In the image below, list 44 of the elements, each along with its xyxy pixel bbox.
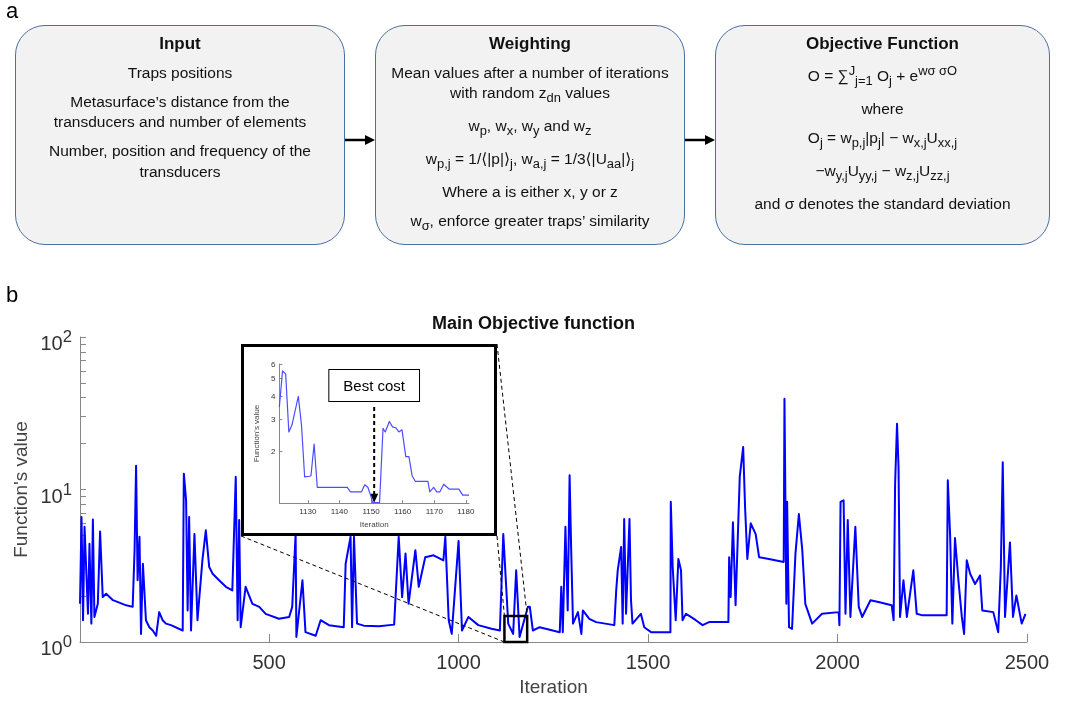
text: Input <box>158 34 202 54</box>
x-tick-label: 1500 <box>625 651 671 673</box>
x-tick-label: 1000 <box>436 651 481 673</box>
line-series <box>79 397 1027 638</box>
annotation: Best cost <box>343 377 406 394</box>
text: −w$_{y,j}$U$_{yy,j}$ − w$_{z,j}$U$_{zz,j}$ <box>814 161 951 185</box>
x-tick-label: 1170 <box>425 506 444 516</box>
y-tick-label: 10$^{2}$ <box>39 326 72 356</box>
y-axis-title: Function's value <box>10 421 31 558</box>
x-tick-label: 1140 <box>330 506 349 516</box>
y-tick-label: 3 <box>270 414 276 424</box>
x-tick-label: 1180 <box>457 506 475 516</box>
text: Objective Function <box>805 34 960 54</box>
x-tick-label: 1150 <box>362 506 381 516</box>
y-tick-label: 10$^{1}$ <box>40 479 72 507</box>
text: b <box>6 282 19 308</box>
y-tick-label: 4 <box>270 391 276 401</box>
text: Metasurface’s distance from the transducers and number of elements <box>52 92 308 133</box>
x-axis-title: Iteration <box>519 675 588 697</box>
text: Traps positions <box>126 63 234 83</box>
x-tick-label: 500 <box>252 651 286 673</box>
text: w$_{p,j}$ = 1/⟨|p|⟩$_{j}$, w$_{a,j}$ = 1/3⟨|U$_{aa}$|⟩$_{j}$ <box>425 149 635 172</box>
y-tick-label: 5 <box>270 374 276 384</box>
text: Mean values after a number of iterations with random z$_{dn}$ values <box>390 63 670 108</box>
text: w$_{p}$, w$_{x}$, w$_{y}$ and w$_{z}$ <box>467 116 593 140</box>
y-axis-title: Function's value <box>251 404 261 463</box>
text: O$_{j}$ = w$_{p,j}$|p$_{j}$| − w$_{x,j}$U$_{xx,j}$ <box>807 129 958 151</box>
text: w$_{σ}$, enforce greater traps’ similarity <box>409 210 651 235</box>
text: Number, position and frequency of the transducers <box>48 141 312 182</box>
x-tick-label: 2000 <box>815 651 860 673</box>
x-tick-label: 2500 <box>1004 651 1050 673</box>
y-tick-label: 2 <box>270 447 276 457</box>
x-axis-title: Iteration <box>359 519 389 529</box>
text: and σ denotes the standard deviation <box>753 193 1012 214</box>
y-tick-label: 6 <box>270 359 276 369</box>
text: O = ∑$^{J}$$_{j=1}$ O$_{j}$ + e$^{wσ σO}$ <box>806 63 959 91</box>
chart-title: Main Objective function <box>431 313 636 333</box>
text: Weighting <box>488 34 572 54</box>
text: where <box>860 99 905 120</box>
x-tick-label: 1160 <box>394 506 412 516</box>
y-tick-label: 10$^{0}$ <box>39 631 72 661</box>
x-tick-label: 1130 <box>299 506 317 516</box>
text: a <box>6 0 19 24</box>
text: Where a is either x, y or z <box>441 181 619 202</box>
